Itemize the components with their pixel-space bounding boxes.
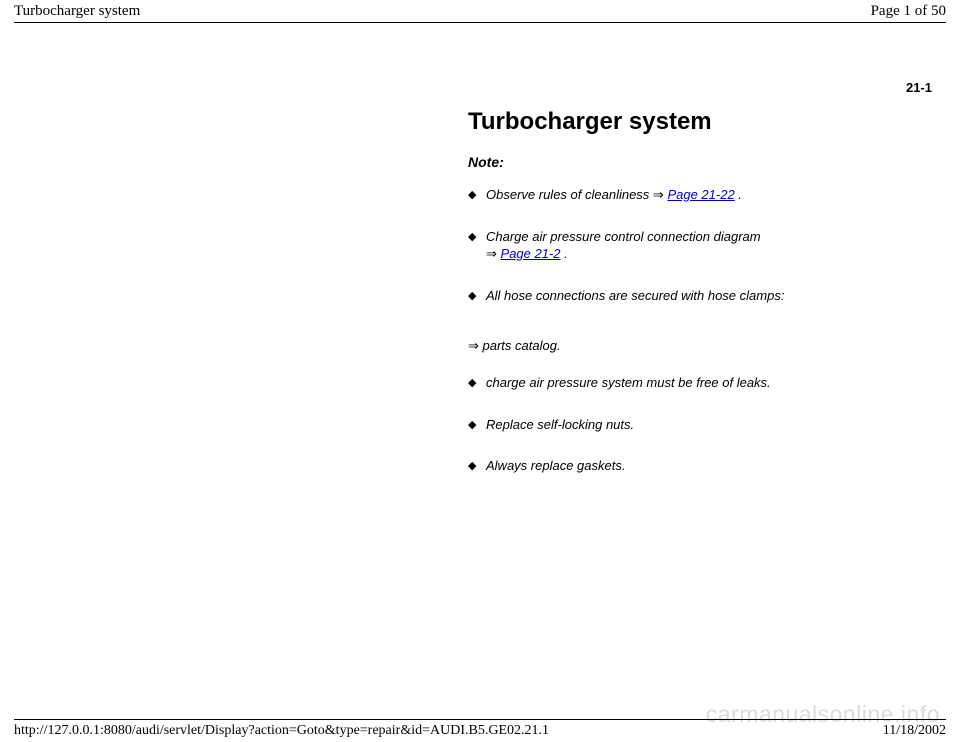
text-post: . (561, 246, 568, 261)
list-item: ◆ All hose connections are secured with … (468, 287, 898, 305)
arrow-icon: ⇒ (468, 338, 479, 353)
list-item-text: Observe rules of cleanliness ⇒ Page 21-2… (486, 186, 898, 204)
list-item: ◆ Replace self-locking nuts. (468, 416, 898, 434)
list-item: ◆ Observe rules of cleanliness ⇒ Page 21… (468, 186, 898, 204)
header-title: Turbocharger system (14, 3, 140, 20)
list-item: ◆ charge air pressure system must be fre… (468, 374, 898, 392)
list-item-text: Always replace gaskets. (486, 457, 898, 475)
bullet-icon: ◆ (468, 416, 486, 433)
header-page-info: Page 1 of 50 (871, 3, 946, 20)
list-item-text: All hose connections are secured with ho… (486, 287, 898, 305)
list-item: ◆ Charge air pressure control connection… (468, 228, 898, 263)
text-post: . (735, 187, 742, 202)
bullet-icon: ◆ (468, 457, 486, 474)
page-link[interactable]: Page 21-2 (501, 246, 561, 261)
list-item-text: charge air pressure system must be free … (486, 374, 898, 392)
bullet-icon: ◆ (468, 228, 486, 245)
footer-date: 11/18/2002 (883, 723, 946, 739)
list-item: ◆ Always replace gaskets. (468, 457, 898, 475)
plain-text: parts catalog. (479, 338, 561, 353)
note-label: Note: (468, 154, 504, 170)
footer-rule (14, 719, 946, 720)
list-item-text: Replace self-locking nuts. (486, 416, 898, 434)
bullet-icon: ◆ (468, 287, 486, 304)
bullet-icon: ◆ (468, 186, 486, 203)
document-page: Turbocharger system Page 1 of 50 21-1 Tu… (0, 0, 960, 742)
section-number: 21-1 (906, 80, 932, 95)
bullet-icon: ◆ (468, 374, 486, 391)
page-title: Turbocharger system (468, 108, 712, 136)
plain-line: ⇒ parts catalog. (468, 338, 898, 354)
footer-url: http://127.0.0.1:8080/audi/servlet/Displ… (14, 723, 549, 739)
text-pre: Observe rules of cleanliness (486, 187, 653, 202)
list-item-text: Charge air pressure control connection d… (486, 228, 898, 263)
text-pre: Charge air pressure control connection d… (486, 229, 761, 244)
content-block: ◆ Observe rules of cleanliness ⇒ Page 21… (468, 186, 898, 499)
arrow-icon: ⇒ (486, 246, 497, 261)
header-rule (14, 22, 946, 23)
arrow-icon: ⇒ (653, 187, 664, 202)
page-link[interactable]: Page 21-22 (667, 187, 734, 202)
